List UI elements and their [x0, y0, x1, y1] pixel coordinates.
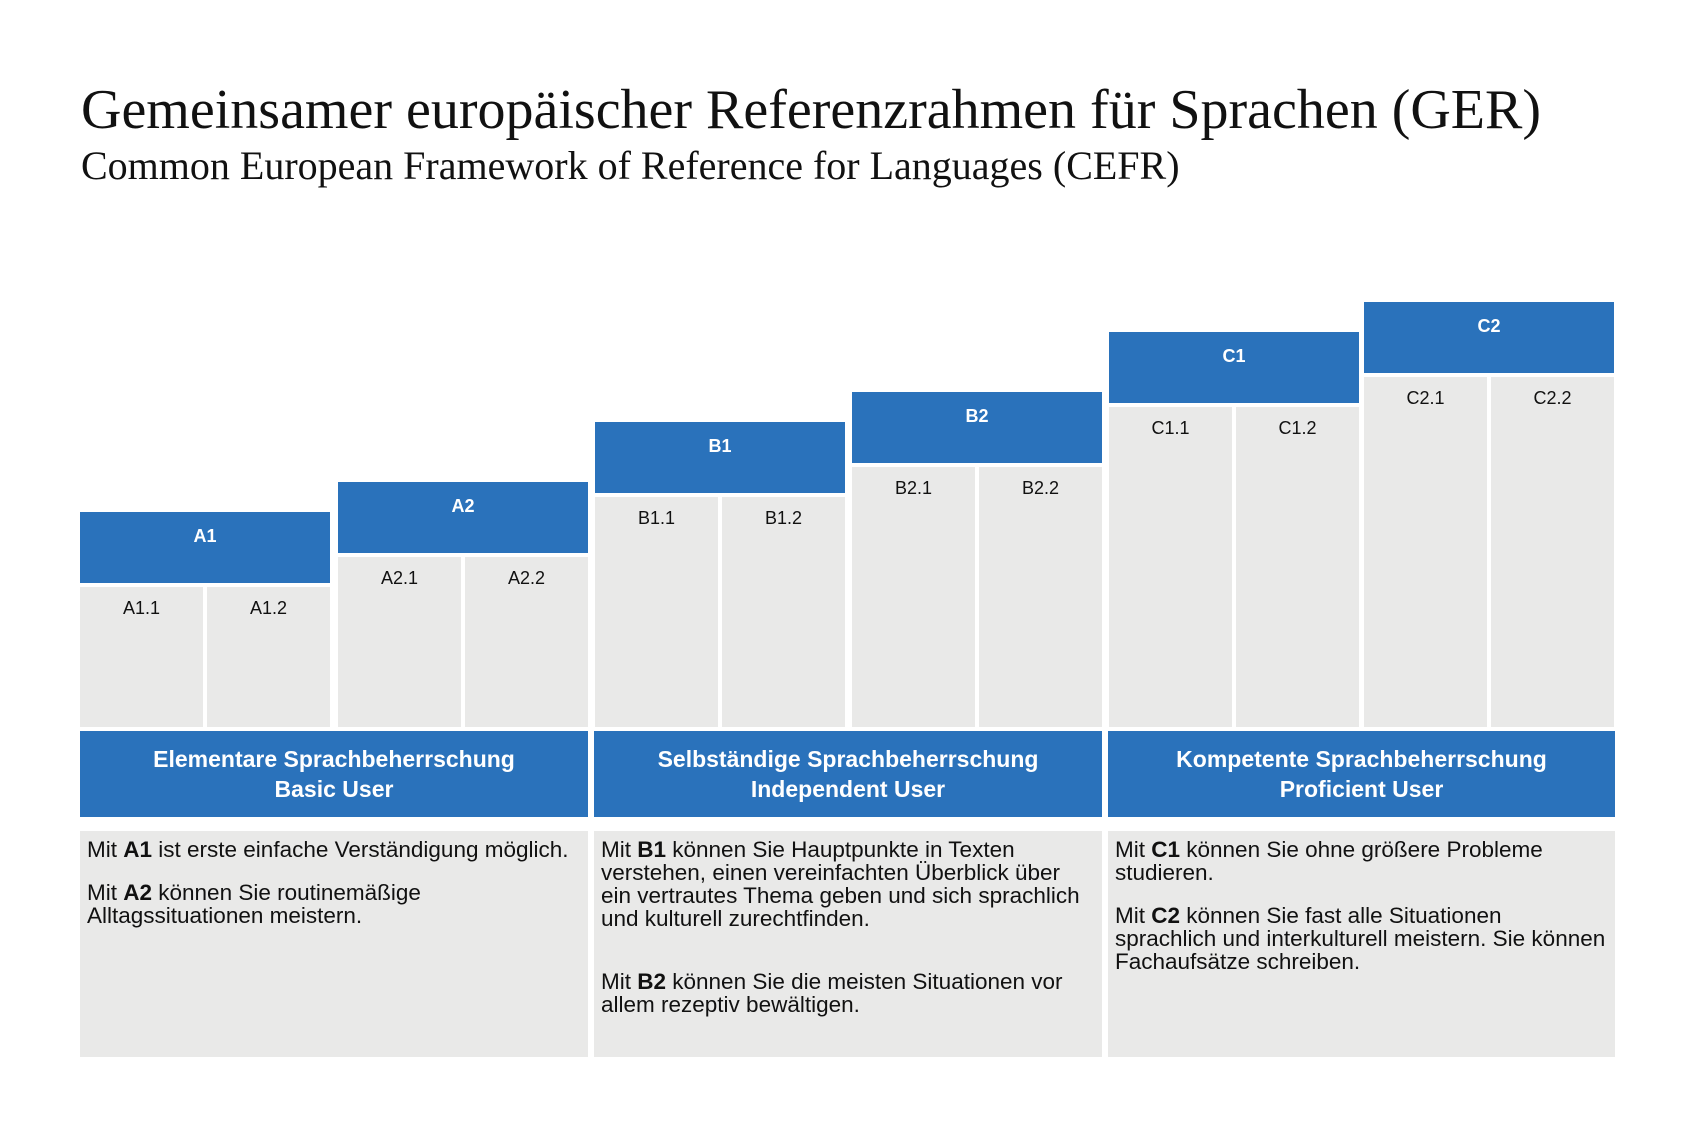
sublevel-c2-2: C2.2: [1491, 377, 1614, 727]
group-band-independent: Selbständige Sprachbeherrschung Independ…: [594, 731, 1102, 817]
group-title-de: Selbständige Sprachbeherrschung: [657, 746, 1039, 772]
sublevel-c2-1: C2.1: [1364, 377, 1487, 727]
group-title-en: Independent User: [750, 776, 946, 802]
description-proficient: Mit C1 können Sie ohne größere Probleme …: [1108, 831, 1615, 1057]
description-paragraph: Mit B1 können Sie Hauptpunkte in Texten …: [601, 837, 1080, 931]
sublevel-a2-1: A2.1: [338, 557, 461, 727]
group-band-proficient: Kompetente Sprachbeherrschung Proficient…: [1108, 731, 1615, 817]
description-independent: Mit B1 können Sie Hauptpunkte in Texten …: [594, 831, 1102, 1057]
page-subtitle: Common European Framework of Reference f…: [81, 143, 1180, 188]
level-header-b1: B1: [595, 422, 845, 493]
sublevel-b1-2: B1.2: [722, 497, 845, 727]
sublevel-b2-1: B2.1: [852, 467, 975, 727]
description-paragraph: Mit B2 können Sie die meisten Situatione…: [601, 969, 1063, 1017]
group-band-basic: Elementare Sprachbeherrschung Basic User: [80, 731, 588, 817]
level-header-a1: A1: [80, 512, 330, 583]
description-paragraph: Mit C2 können Sie fast alle Situationen …: [1115, 903, 1606, 974]
description-paragraph: Mit A1 ist erste einfache Verständigung …: [87, 837, 569, 862]
sublevel-c1-1: C1.1: [1109, 407, 1232, 727]
group-title-en: Basic User: [274, 776, 394, 802]
description-paragraph: Mit C1 können Sie ohne größere Probleme …: [1115, 837, 1543, 885]
level-header-c1: C1: [1109, 332, 1359, 403]
level-header-c2: C2: [1364, 302, 1614, 373]
level-header-b2: B2: [852, 392, 1102, 463]
sublevel-b2-2: B2.2: [979, 467, 1102, 727]
group-title-en: Proficient User: [1279, 776, 1444, 802]
group-title-de: Elementare Sprachbeherrschung: [153, 746, 515, 772]
description-basic: Mit A1 ist erste einfache Verständigung …: [80, 831, 588, 1057]
sublevel-a1-2: A1.2: [207, 587, 330, 727]
description-paragraph: Mit A2 können Sie routinemäßige Alltagss…: [87, 880, 421, 928]
group-title-de: Kompetente Sprachbeherrschung: [1176, 746, 1547, 772]
sublevel-a2-2: A2.2: [465, 557, 588, 727]
page-title: Gemeinsamer europäischer Referenzrahmen …: [81, 79, 1541, 141]
sublevel-a1-1: A1.1: [80, 587, 203, 727]
sublevel-b1-1: B1.1: [595, 497, 718, 727]
level-header-a2: A2: [338, 482, 588, 553]
sublevel-c1-2: C1.2: [1236, 407, 1359, 727]
